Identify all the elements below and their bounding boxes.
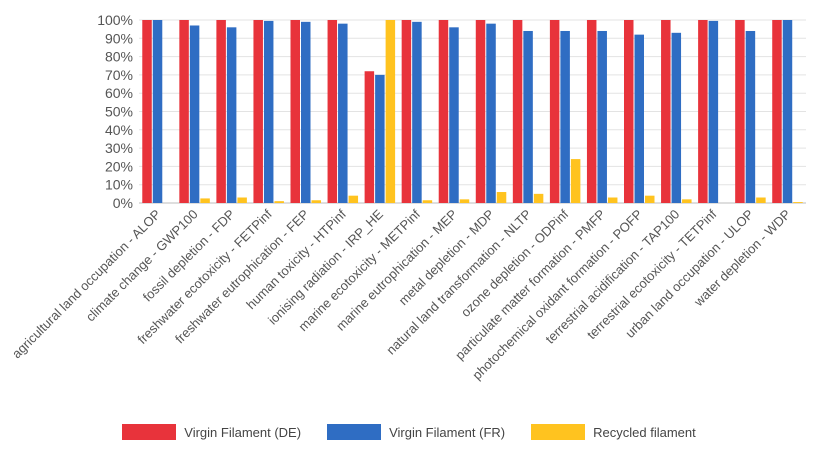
y-tick-label: 20%	[105, 158, 133, 174]
bar[interactable]	[570, 159, 581, 203]
bar[interactable]	[412, 21, 422, 203]
bar[interactable]	[745, 30, 756, 204]
bar[interactable]	[708, 20, 719, 204]
bar[interactable]	[586, 20, 597, 203]
bar[interactable]	[385, 20, 396, 203]
bar[interactable]	[523, 30, 533, 204]
legend-label: Recycled filament	[593, 424, 696, 440]
bar[interactable]	[756, 197, 766, 203]
bar[interactable]	[496, 192, 507, 203]
bar[interactable]	[226, 27, 237, 203]
bar[interactable]	[274, 201, 284, 203]
y-tick-label: 100%	[97, 12, 133, 28]
y-tick-label: 80%	[105, 49, 133, 65]
bar[interactable]	[290, 20, 301, 203]
bar[interactable]	[607, 197, 618, 203]
bar[interactable]	[661, 20, 671, 203]
bar[interactable]	[735, 20, 745, 203]
y-tick-label: 70%	[105, 67, 133, 83]
y-tick-label: 50%	[105, 104, 133, 120]
bar[interactable]	[216, 20, 226, 203]
bar[interactable]	[560, 30, 570, 204]
x-tick-label: freshwater ecotoxicity - FETPinf	[134, 206, 275, 347]
bar[interactable]	[189, 25, 200, 203]
bar[interactable]	[486, 23, 496, 203]
bar[interactable]	[401, 20, 412, 203]
legend-label: Virgin Filament (FR)	[389, 424, 506, 440]
bar[interactable]	[301, 21, 311, 203]
bar[interactable]	[375, 74, 385, 204]
y-tick-label: 40%	[105, 122, 133, 138]
bar[interactable]	[645, 195, 655, 203]
x-tick-label: photochemical oxidant formation - POFP	[469, 207, 645, 383]
y-tick-label: 10%	[105, 177, 133, 193]
bar[interactable]	[698, 20, 708, 203]
legend-swatch	[531, 424, 586, 440]
bar[interactable]	[237, 197, 247, 203]
bar[interactable]	[772, 20, 782, 203]
bar[interactable]	[253, 20, 263, 203]
y-tick-label: 30%	[105, 140, 133, 156]
bar-chart: 0% 10% 20% 30% 40% 50% 60% 70% 80% 90% 100% agricu…	[9, 12, 806, 383]
legend-label: Virgin Filament (DE)	[184, 424, 302, 440]
bar[interactable]	[634, 34, 645, 203]
bar[interactable]	[597, 30, 607, 204]
bar[interactable]	[422, 200, 433, 203]
bar[interactable]	[327, 20, 338, 203]
bar[interactable]	[338, 23, 348, 203]
y-tick-label: 60%	[105, 85, 133, 101]
bar[interactable]	[624, 20, 634, 203]
gridlines	[139, 19, 806, 204]
bar[interactable]	[364, 71, 375, 204]
bar[interactable]	[793, 202, 803, 203]
bar[interactable]	[782, 20, 793, 203]
bar[interactable]	[671, 32, 682, 204]
y-tick-label: 90%	[105, 30, 133, 46]
bar[interactable]	[475, 20, 486, 203]
bar[interactable]	[438, 20, 449, 203]
bar[interactable]	[533, 193, 544, 203]
y-axis-ticks: 0% 10% 20% 30% 40% 50% 60% 70% 80% 90% 100%	[97, 12, 133, 211]
legend-swatch	[122, 424, 177, 440]
legend-item[interactable]: Virgin Filament (FR)	[327, 424, 505, 440]
legend: Virgin Filament (DE) Virgin Filament (FR)…	[0, 424, 818, 440]
legend-swatch	[327, 424, 382, 440]
bar[interactable]	[152, 20, 163, 203]
bar[interactable]	[549, 20, 560, 203]
y-tick-label: 0%	[113, 195, 133, 211]
bar[interactable]	[682, 199, 692, 203]
bar[interactable]	[179, 20, 189, 203]
bar[interactable]	[263, 20, 274, 204]
bar[interactable]	[200, 198, 210, 203]
legend-item[interactable]: Virgin Filament (DE)	[122, 424, 301, 440]
legend-item[interactable]: Recycled filament	[531, 424, 696, 440]
x-axis-ticks: agricultural land occupation - ALOPclima…	[9, 206, 794, 382]
bar[interactable]	[459, 199, 470, 203]
bar[interactable]	[348, 195, 359, 203]
bars	[142, 20, 803, 204]
bar[interactable]	[311, 200, 322, 203]
bar[interactable]	[512, 20, 523, 203]
bar[interactable]	[142, 20, 152, 203]
bar[interactable]	[449, 27, 459, 203]
